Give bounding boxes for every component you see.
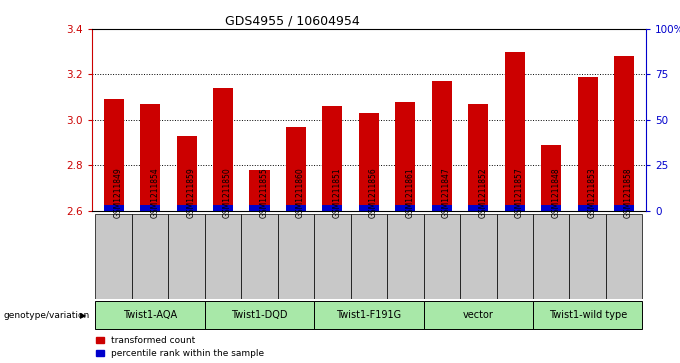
Bar: [213, 88, 233, 211]
Bar: [359, 113, 379, 211]
Bar: [241, 214, 277, 299]
Text: GSM1211861: GSM1211861: [405, 168, 414, 219]
Bar: [250, 205, 269, 211]
Legend: transformed count, percentile rank within the sample: transformed count, percentile rank withi…: [97, 336, 264, 359]
Text: GSM1211850: GSM1211850: [223, 168, 232, 219]
Bar: [140, 205, 160, 211]
Bar: [606, 214, 643, 299]
Text: GSM1211852: GSM1211852: [478, 168, 488, 219]
Bar: [103, 205, 124, 211]
Bar: [395, 102, 415, 211]
Text: genotype/variation: genotype/variation: [3, 311, 90, 320]
Bar: [533, 301, 643, 329]
Text: GSM1211859: GSM1211859: [186, 168, 196, 219]
Bar: [614, 56, 634, 211]
Bar: [95, 214, 132, 299]
Text: GSM1211851: GSM1211851: [333, 168, 341, 219]
Text: GSM1211854: GSM1211854: [150, 168, 159, 219]
Bar: [286, 205, 306, 211]
Bar: [140, 104, 160, 211]
Bar: [205, 214, 241, 299]
Bar: [614, 205, 634, 211]
Bar: [469, 104, 488, 211]
Bar: [387, 214, 424, 299]
Bar: [460, 214, 496, 299]
Text: GSM1211849: GSM1211849: [114, 168, 122, 219]
Text: Twist1-DQD: Twist1-DQD: [231, 310, 288, 320]
Text: GSM1211857: GSM1211857: [515, 168, 524, 219]
Text: Twist1-AQA: Twist1-AQA: [123, 310, 177, 320]
Bar: [277, 214, 314, 299]
Text: GSM1211847: GSM1211847: [442, 168, 451, 219]
Bar: [395, 205, 415, 211]
Text: GSM1211860: GSM1211860: [296, 168, 305, 219]
Bar: [541, 145, 561, 211]
Bar: [432, 205, 452, 211]
Bar: [314, 301, 424, 329]
Text: Twist1-F191G: Twist1-F191G: [337, 310, 401, 320]
Text: GSM1211858: GSM1211858: [624, 168, 633, 219]
Bar: [205, 301, 314, 329]
Text: Twist1-wild type: Twist1-wild type: [549, 310, 627, 320]
Bar: [314, 214, 351, 299]
Bar: [351, 214, 387, 299]
Bar: [469, 205, 488, 211]
Bar: [177, 136, 197, 211]
Bar: [177, 205, 197, 211]
Bar: [424, 214, 460, 299]
Text: GSM1211848: GSM1211848: [551, 168, 560, 219]
Text: vector: vector: [463, 310, 494, 320]
Bar: [359, 205, 379, 211]
Text: GSM1211853: GSM1211853: [588, 168, 596, 219]
Text: GDS4955 / 10604954: GDS4955 / 10604954: [225, 15, 360, 28]
Bar: [505, 52, 525, 211]
Bar: [250, 170, 269, 211]
Bar: [103, 99, 124, 211]
Bar: [169, 214, 205, 299]
Bar: [322, 106, 343, 211]
Bar: [424, 301, 533, 329]
Bar: [432, 81, 452, 211]
Bar: [569, 214, 606, 299]
Bar: [541, 205, 561, 211]
Text: GSM1211856: GSM1211856: [369, 168, 378, 219]
Bar: [286, 127, 306, 211]
Bar: [577, 205, 598, 211]
Bar: [322, 205, 343, 211]
Text: ▶: ▶: [80, 311, 87, 320]
Bar: [132, 214, 169, 299]
Bar: [213, 205, 233, 211]
Bar: [577, 77, 598, 211]
Bar: [533, 214, 569, 299]
Bar: [95, 301, 205, 329]
Text: GSM1211855: GSM1211855: [260, 168, 269, 219]
Bar: [505, 205, 525, 211]
Bar: [496, 214, 533, 299]
